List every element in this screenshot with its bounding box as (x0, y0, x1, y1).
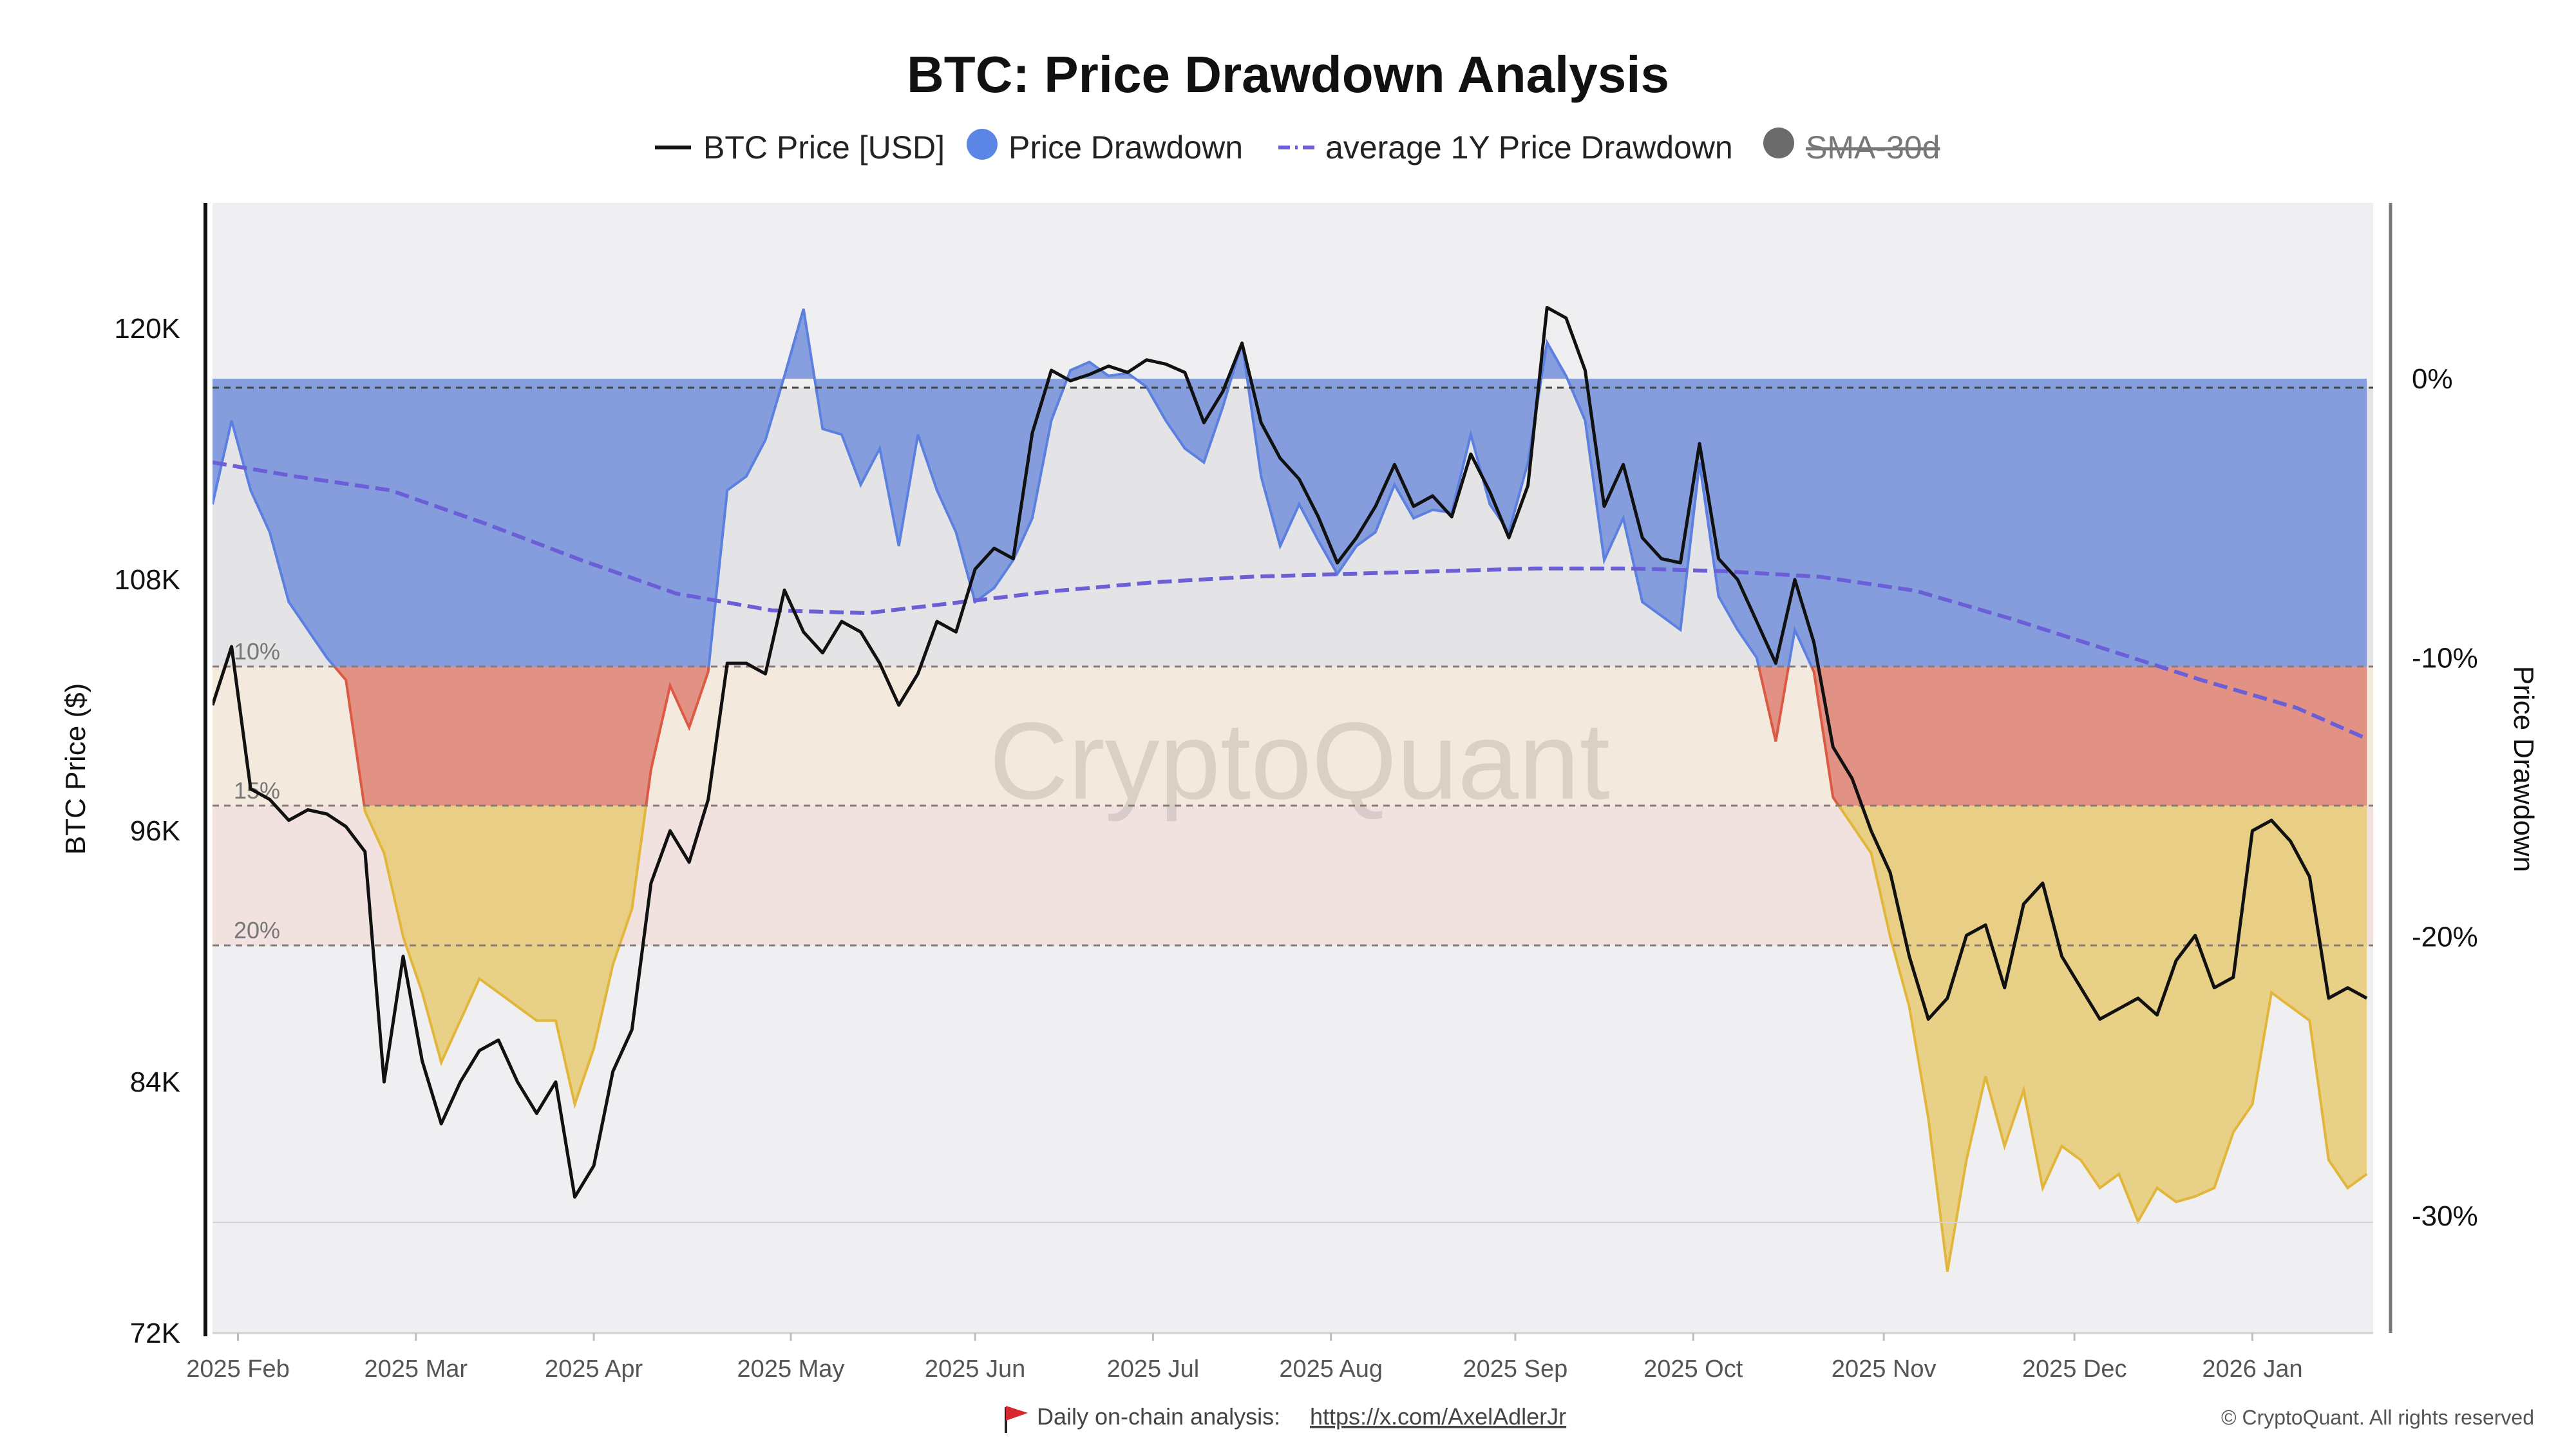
legend-item-sma[interactable]: SMA-30d (1763, 128, 1940, 166)
x-tick-label: 2025 Mar (365, 1356, 468, 1383)
x-tick-label: 2025 Jun (925, 1356, 1025, 1383)
drawdown-area-yellow-group (363, 806, 2368, 1273)
btc-price-line (213, 306, 2368, 1199)
x-tick-label: 2026 Jan (2202, 1356, 2302, 1383)
drawdown-area-red (334, 667, 2367, 806)
x-tick-label: 2025 Apr (545, 1356, 643, 1383)
band-label-15: 15% (234, 777, 280, 804)
x-tick-label: 2025 Sep (1463, 1356, 1568, 1383)
legend-average-label: average 1Y Price Drawdown (1325, 129, 1733, 166)
flag-icon (1005, 1406, 1028, 1433)
x-tick-label: 2025 Jul (1107, 1356, 1200, 1383)
x-axis-ticks: 2025 Feb 2025 Mar 2025 Apr 2025 May 2025 Jun… (186, 1333, 2303, 1383)
x-tick-label: 2025 May (737, 1356, 845, 1383)
legend: BTC Price [USD] Price Drawdown average 1… (655, 128, 1940, 166)
line-series (213, 306, 2368, 1199)
copyright: © CryptoQuant. All rights reserved (2221, 1406, 2534, 1429)
legend-item-price[interactable]: BTC Price [USD] (655, 129, 945, 166)
x-tick-label: 2025 Dec (2022, 1356, 2127, 1383)
right-tick-label: -30% (2412, 1200, 2478, 1232)
band-above-zero (213, 203, 2373, 388)
x-tick-label: 2025 Aug (1279, 1356, 1383, 1383)
footer-note: Daily on-chain analysis: (1037, 1403, 1280, 1430)
left-axis-title: BTC Price ($) (60, 683, 91, 855)
right-axis-ticks: 0% -10% -20% -30% (2412, 363, 2478, 1232)
x-tick-label: 2025 Nov (1832, 1356, 1937, 1383)
legend-drawdown-label: Price Drawdown (1009, 129, 1243, 166)
band-label-10: 10% (234, 638, 280, 665)
left-axis-ticks: 120K 108K 96K 84K 72K (114, 313, 180, 1349)
band-label-20: 20% (234, 917, 280, 943)
left-tick-label: 108K (114, 564, 180, 596)
left-tick-label: 72K (130, 1318, 180, 1349)
right-axis-title: Price Drawdown (2508, 666, 2539, 872)
legend-sma-swatch (1763, 128, 1794, 158)
left-tick-label: 84K (130, 1066, 180, 1098)
drawdown-area-yellow (364, 806, 2367, 1272)
average-drawdown-line (213, 460, 2368, 741)
x-tick-label: 2025 Oct (1643, 1356, 1743, 1383)
right-tick-label: -20% (2412, 922, 2478, 953)
drawdown-area-yellow-edge (363, 806, 2368, 1273)
footer-link[interactable]: https://x.com/AxelAdlerJr (1310, 1403, 1566, 1430)
legend-item-drawdown[interactable]: Price Drawdown (967, 129, 1243, 166)
chart-title: BTC: Price Drawdown Analysis (907, 46, 1669, 103)
legend-sma-label: SMA-30d (1806, 129, 1940, 166)
left-tick-label: 96K (130, 815, 180, 847)
right-tick-label: -10% (2412, 642, 2478, 674)
x-tick-label: 2025 Feb (186, 1356, 290, 1383)
watermark: CryptoQuant (989, 700, 1610, 822)
legend-price-label: BTC Price [USD] (703, 129, 945, 166)
drawdown-area-red-group (332, 667, 2367, 806)
footer: Daily on-chain analysis: https://x.com/A… (1005, 1403, 2534, 1433)
right-tick-label: 0% (2412, 363, 2453, 395)
legend-item-average[interactable]: average 1Y Price Drawdown (1278, 129, 1733, 166)
legend-drawdown-swatch (967, 129, 998, 160)
drawdown-area-blue-edge (213, 308, 1814, 667)
left-tick-label: 120K (114, 313, 180, 345)
